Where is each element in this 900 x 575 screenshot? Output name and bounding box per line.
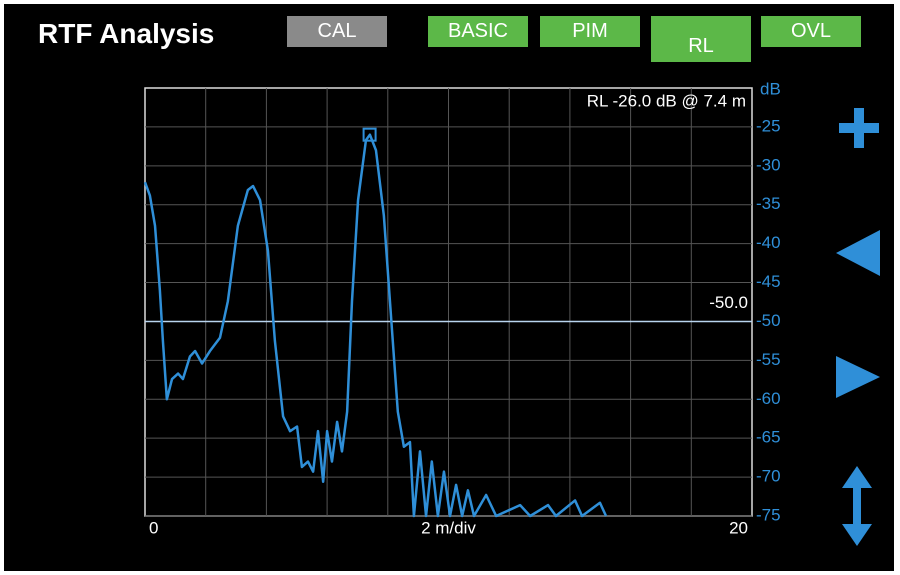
y-tick-label: -65 [756, 428, 781, 447]
mode-button[interactable]: RL [651, 16, 751, 62]
chart: -25 -30 -35 -40 -45 -50 -55 -60 -65 -70 -75 0 20 2 m/… [143, 79, 880, 546]
mode-button[interactable]: OVL [761, 16, 861, 47]
annotation: RL -26.0 dB @ 7.4 m [587, 91, 746, 110]
y-tick-label: -25 [756, 116, 781, 135]
peak-marker [362, 127, 377, 142]
arrow-down [842, 524, 872, 546]
mode-button[interactable]: PIM [540, 16, 640, 47]
page-title: RTF Analysis [38, 18, 215, 49]
scroll-right-button[interactable] [836, 356, 880, 398]
y-tick-label: -70 [756, 467, 781, 486]
x-tick-label: 20 [729, 518, 748, 537]
y-unit: dB [760, 79, 781, 98]
mode-button[interactable]: CAL [287, 16, 387, 47]
y-tick-label: -35 [756, 194, 781, 213]
mode-button[interactable]: BASIC [428, 16, 528, 47]
y-tick-label: -30 [756, 155, 781, 174]
arrow-up [842, 466, 872, 488]
y-tick-label: -75 [756, 505, 781, 524]
scale-button[interactable] [842, 466, 872, 546]
y-tick-label: -55 [756, 350, 781, 369]
x-axis-label: 2 m/div [421, 518, 476, 537]
arrow-shaft [853, 486, 861, 528]
y-tick-label: -45 [756, 272, 781, 291]
scroll-left-button[interactable] [836, 230, 880, 276]
y-tick-label: -50 [756, 311, 781, 330]
screen: RTF Analysis CAL BASIC PIM RL OVL -25 -30 -35-… [4, 4, 894, 571]
plus-icon [854, 108, 864, 148]
trace [143, 133, 608, 518]
threshold-label: -50.0 [709, 293, 748, 312]
zoom-in-button[interactable] [839, 108, 879, 148]
y-tick-label: -40 [756, 233, 781, 252]
x-tick-label: 0 [149, 518, 158, 537]
y-tick-label: -60 [756, 389, 781, 408]
